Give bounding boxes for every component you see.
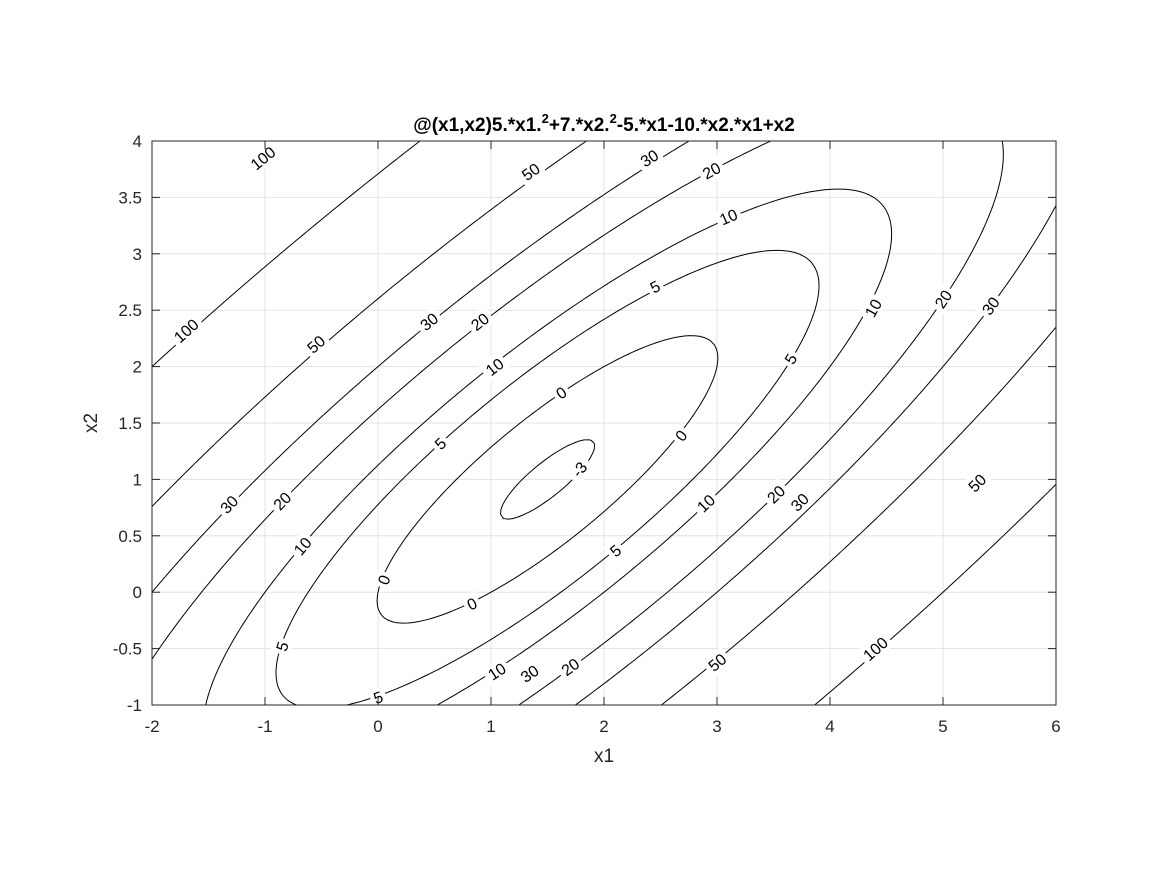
y-tick-label: 0.5	[118, 527, 142, 546]
x-tick-label: -2	[144, 717, 159, 736]
contour-label: 0	[460, 591, 484, 616]
tick-labels: -2 -1 0 1 2 3 4 5 6-1-0.500.511.522.533.54	[113, 132, 1061, 736]
y-tick-label: -1	[127, 696, 142, 715]
y-tick-label: 4	[133, 132, 142, 151]
contour-label-mask	[643, 274, 667, 299]
contour-label-mask	[858, 292, 888, 324]
contour-label-mask	[371, 569, 396, 591]
contour-lines	[151, 140, 1057, 706]
y-tick-label: -0.5	[113, 640, 142, 659]
contour-label-mask	[480, 655, 513, 687]
y-tick-label: 0	[133, 583, 142, 602]
contour-label-mask	[689, 487, 722, 519]
contour-label-mask	[602, 537, 628, 564]
title-segment: +7.*x2.	[549, 115, 610, 136]
y-tick-label: 2.5	[118, 301, 142, 320]
contour-label-text: 10	[717, 207, 740, 230]
contour-label-mask	[777, 346, 804, 371]
contour-label: 5	[270, 635, 294, 657]
contour-label-mask	[960, 466, 993, 499]
contour-label-mask	[668, 423, 694, 448]
contour-label-mask	[412, 305, 445, 338]
contour-label-mask	[927, 282, 959, 315]
title-segment: @(x1,x2)5.*x1.	[413, 115, 541, 136]
chart-title: @(x1,x2)5.*x1.2+7.*x2.2-5.*x1-10.*x2.*x1…	[413, 111, 795, 136]
contour-label: 10	[858, 292, 888, 324]
contour-label-mask	[974, 289, 1006, 322]
contour-label: 5	[643, 274, 667, 299]
contour-label: 50	[514, 156, 547, 187]
contour-line-30	[151, 140, 1057, 706]
x-axis-label: x1	[594, 746, 614, 767]
contour-label-mask	[266, 484, 298, 517]
contour-label-text: 10	[485, 660, 509, 684]
contour-label-mask	[270, 635, 294, 657]
y-tick-label: 1.5	[118, 414, 142, 433]
contour-label-mask	[460, 591, 484, 616]
contour-label: 0	[549, 379, 574, 406]
x-tick-label: 0	[373, 717, 382, 736]
contour-label-mask	[712, 202, 744, 231]
contour-label-mask	[212, 488, 245, 521]
contour-label-mask	[166, 311, 206, 350]
contour-label-mask	[514, 156, 547, 187]
y-tick-label: 3	[133, 245, 142, 264]
contour-label: 5	[777, 346, 804, 371]
axis-ticks	[151, 140, 1057, 706]
contour-label-mask	[513, 658, 546, 689]
contour-label: 0	[371, 569, 396, 591]
x-tick-label: 4	[825, 717, 834, 736]
contour-label-mask	[783, 486, 816, 518]
contour-label: 5	[427, 430, 453, 456]
contour-label-mask	[554, 651, 587, 683]
contour-label: 10	[480, 655, 513, 687]
contour-label-mask	[759, 478, 792, 510]
contour-label-mask	[549, 379, 574, 406]
contour-label-text: 20	[700, 160, 724, 183]
contour-label-mask	[463, 305, 496, 338]
title-segment: -5.*x1-10.*x2.*x1+x2	[617, 115, 795, 136]
x-tick-label: -1	[257, 717, 272, 736]
title-segment: 2	[542, 111, 549, 126]
contour-line--3	[500, 439, 596, 520]
x-tick-label: 3	[712, 717, 721, 736]
y-axis-label: x2	[81, 413, 102, 433]
y-tick-label: 2	[133, 358, 142, 377]
x-tick-label: 5	[938, 717, 947, 736]
contour-label: 10	[712, 202, 744, 231]
contour-label: 30	[783, 486, 816, 518]
y-tick-label: 1	[133, 470, 142, 489]
contour-label-mask	[478, 351, 511, 383]
contour-label-mask	[286, 529, 319, 562]
x-tick-label: 1	[486, 717, 495, 736]
contour-label-mask	[243, 139, 283, 177]
contour-label-mask	[299, 328, 332, 360]
contour-label-mask	[633, 142, 666, 174]
title-segment: 2	[610, 111, 617, 126]
contour-label-mask	[427, 430, 453, 456]
x-tick-label: 6	[1051, 717, 1060, 736]
contour-label: 100	[166, 311, 206, 350]
contour-label: 20	[695, 155, 728, 186]
contour-line-10	[205, 188, 893, 706]
contour-label-mask	[855, 629, 895, 668]
contour-label-mask	[700, 646, 734, 678]
contour-label-mask	[563, 453, 595, 486]
x-tick-label: 2	[599, 717, 608, 736]
contour-label-mask	[695, 155, 728, 186]
contour-label: 30	[513, 658, 546, 689]
contour-label: 0	[668, 423, 694, 448]
contour-label-text: 30	[638, 147, 662, 171]
contour-label: -3	[563, 453, 595, 486]
contour-label: 30	[633, 142, 666, 174]
contour-label-text: 10	[863, 297, 887, 321]
y-tick-label: 3.5	[118, 188, 142, 207]
contour-label: 5	[602, 537, 628, 564]
